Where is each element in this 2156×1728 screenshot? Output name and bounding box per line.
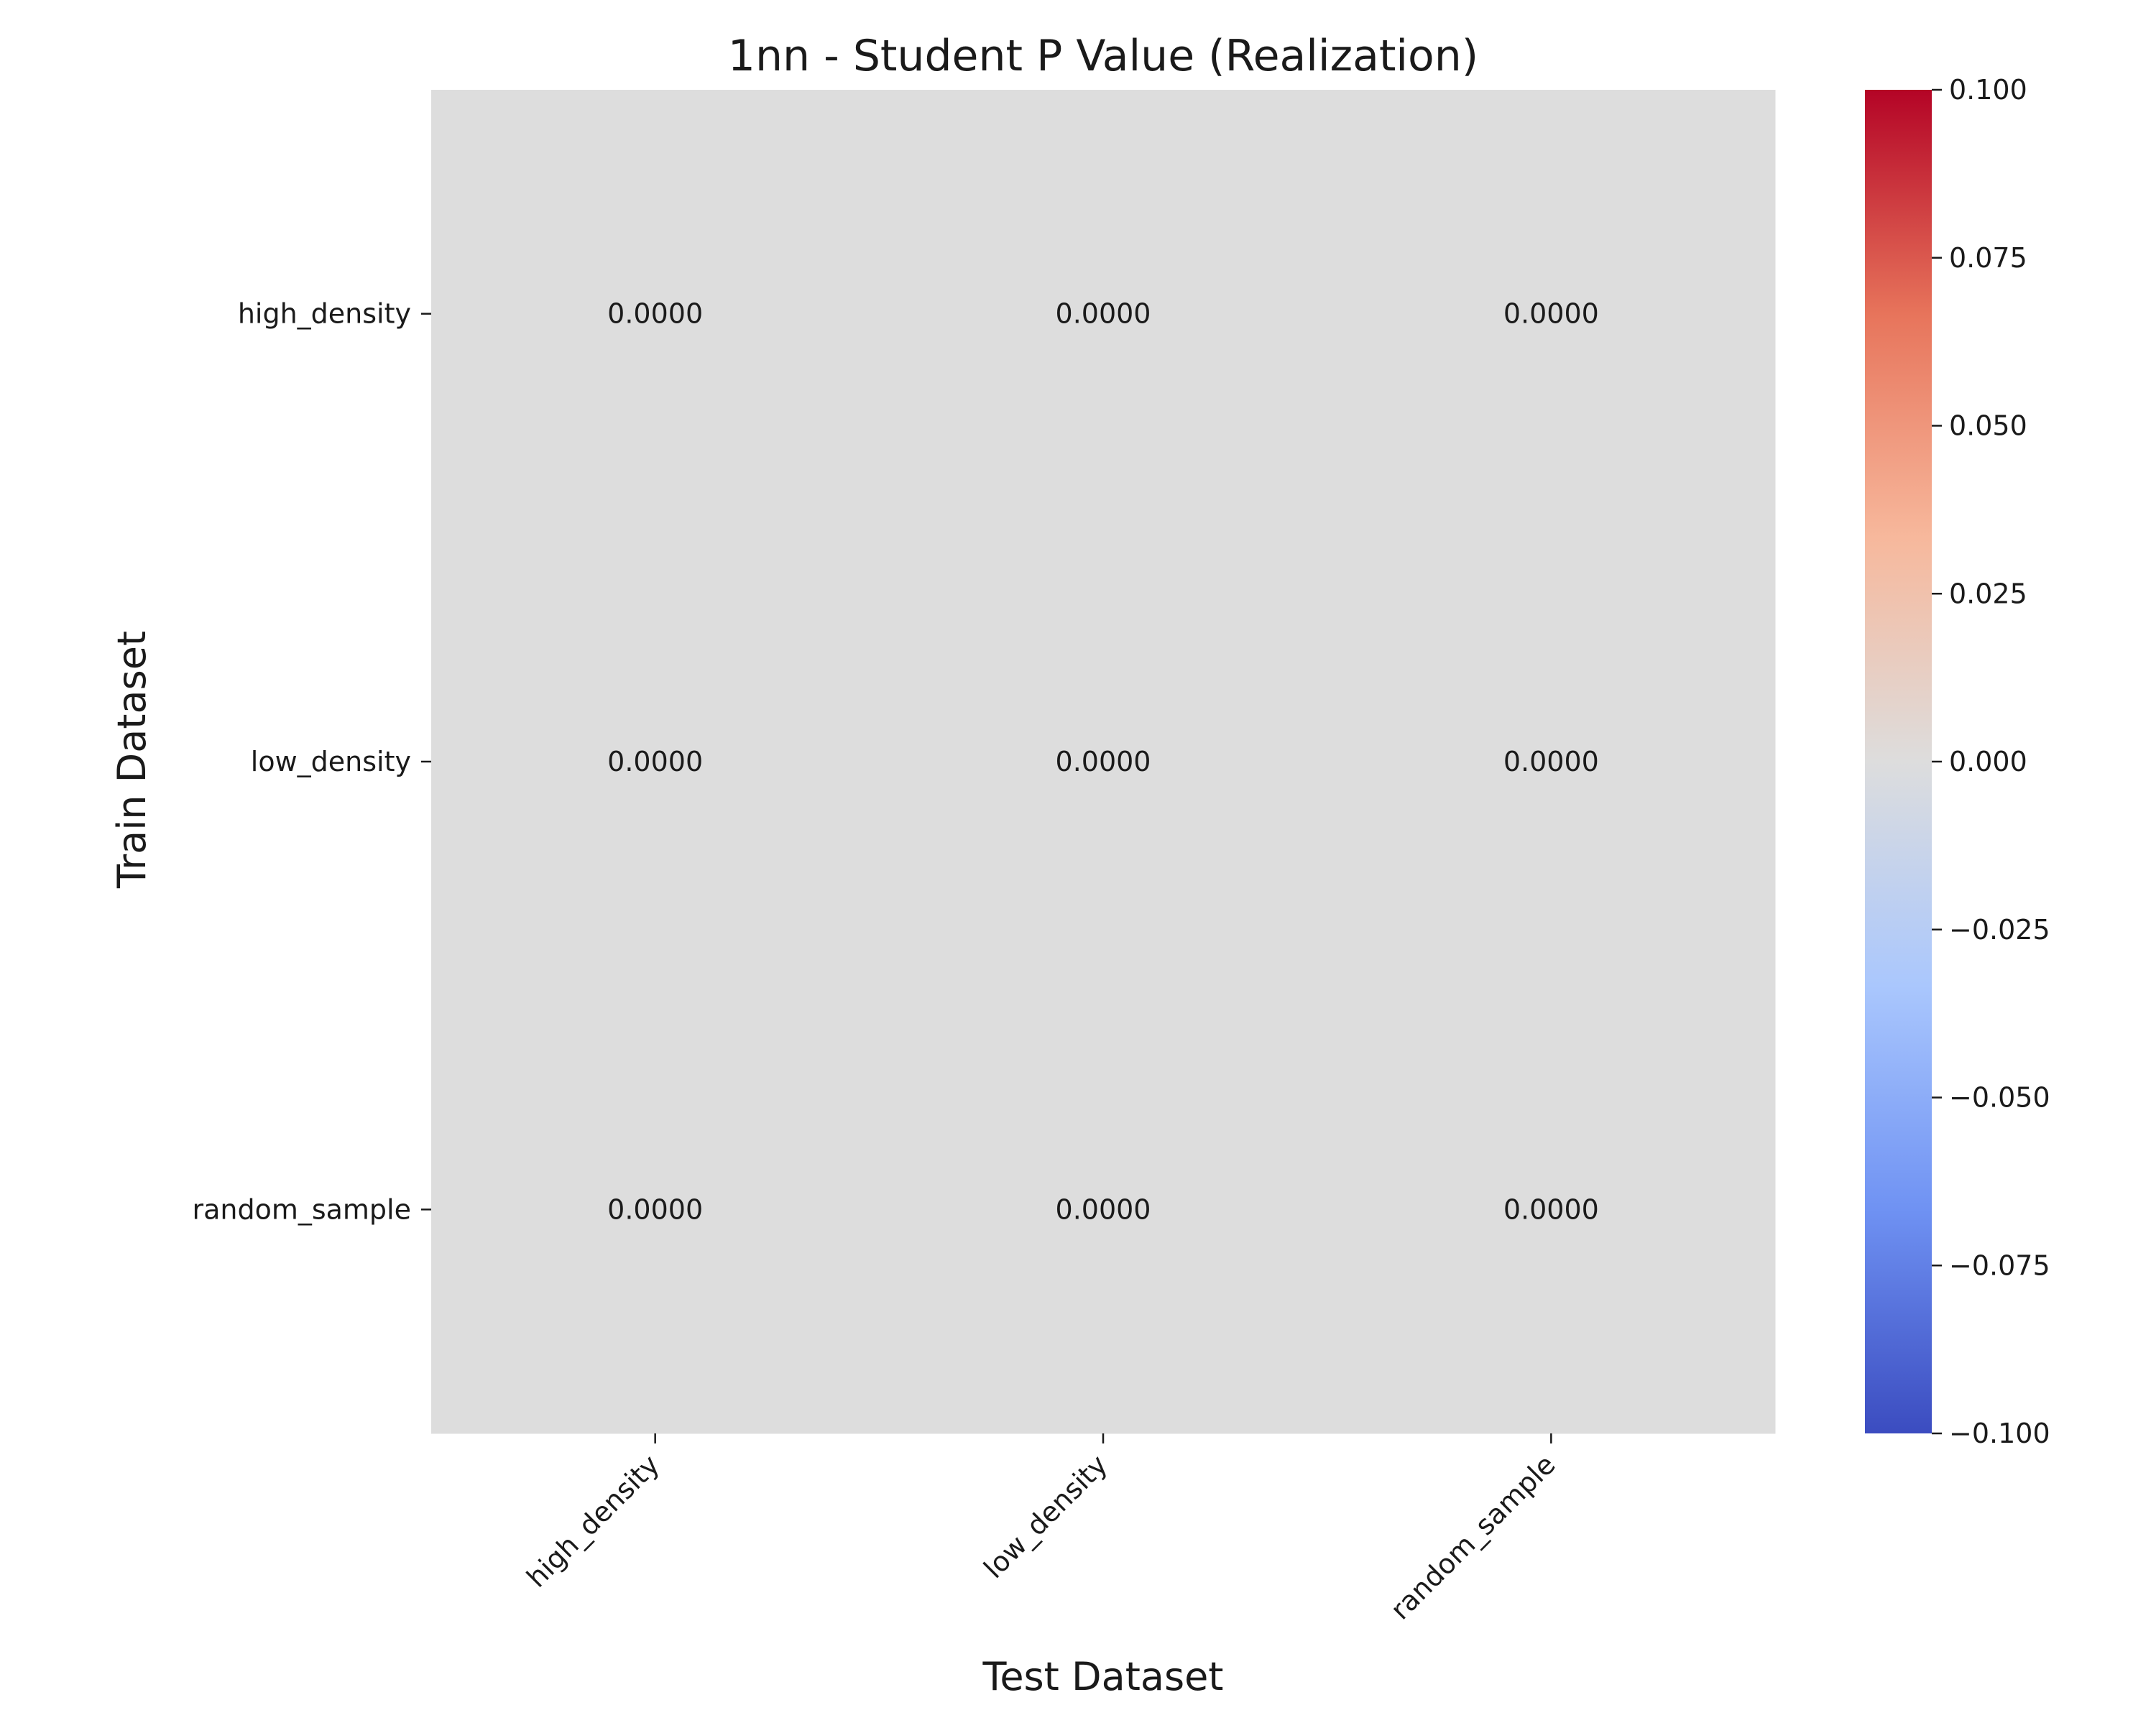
- y-tick-label: low_density: [251, 746, 411, 777]
- heatmap-cells: 0.0000 0.0000 0.0000 0.0000 0.0000 0.0000 0.00…: [431, 90, 1776, 1434]
- colorbar-tick-label: 0.075: [1949, 242, 2027, 274]
- colorbar: 0.100 0.075 0.050 0.025 0.000 −0.025 −0.050 −0.…: [1865, 74, 2050, 1449]
- cell-value-label: 0.0000: [607, 746, 703, 777]
- heatmap-cell: [1327, 90, 1776, 538]
- colorbar-tick-label: −0.050: [1949, 1082, 2050, 1114]
- y-axis-label: Train Dataset: [109, 631, 155, 889]
- heatmap-cell: [879, 537, 1328, 987]
- heatmap-cell: [879, 90, 1328, 538]
- cell-value-label: 0.0000: [1503, 746, 1599, 777]
- chart-title: 1nn - Student P Value (Realization): [728, 31, 1478, 81]
- y-tick-label: random_sample: [192, 1193, 411, 1225]
- heatmap-cell: [879, 985, 1328, 1434]
- heatmap-cell: [1327, 985, 1776, 1434]
- heatmap-cell: [431, 90, 880, 538]
- cell-value-label: 0.0000: [607, 298, 703, 330]
- cell-value-label: 0.0000: [607, 1193, 703, 1225]
- cell-value-label: 0.0000: [1056, 746, 1151, 777]
- x-axis-label: Test Dataset: [982, 1654, 1224, 1699]
- cell-value-label: 0.0000: [1503, 298, 1599, 330]
- cell-value-label: 0.0000: [1056, 1193, 1151, 1225]
- x-axis-ticks: high_density low_density random_sample: [520, 1433, 1562, 1626]
- x-tick-label: low_density: [977, 1449, 1113, 1584]
- colorbar-tick-label: −0.100: [1949, 1418, 2050, 1449]
- cell-value-label: 0.0000: [1056, 298, 1151, 330]
- y-tick-label: high_density: [238, 298, 411, 330]
- colorbar-tick-label: 0.000: [1949, 746, 2027, 777]
- cell-value-label: 0.0000: [1503, 1193, 1599, 1225]
- colorbar-tick-label: 0.050: [1949, 410, 2027, 442]
- colorbar-tick-label: −0.025: [1949, 914, 2050, 946]
- colorbar-tick-label: 0.100: [1949, 74, 2027, 106]
- colorbar-gradient: [1865, 90, 1932, 1433]
- x-tick-label: random_sample: [1384, 1449, 1561, 1625]
- colorbar-tick-label: 0.025: [1949, 578, 2027, 609]
- heatmap-cell: [1327, 537, 1776, 987]
- heatmap-cell: [431, 537, 880, 987]
- colorbar-tick-label: −0.075: [1949, 1249, 2050, 1281]
- x-tick-label: high_density: [520, 1449, 665, 1594]
- heatmap-cell: [431, 985, 880, 1434]
- y-axis-ticks: high_density low_density random_sample: [192, 298, 431, 1225]
